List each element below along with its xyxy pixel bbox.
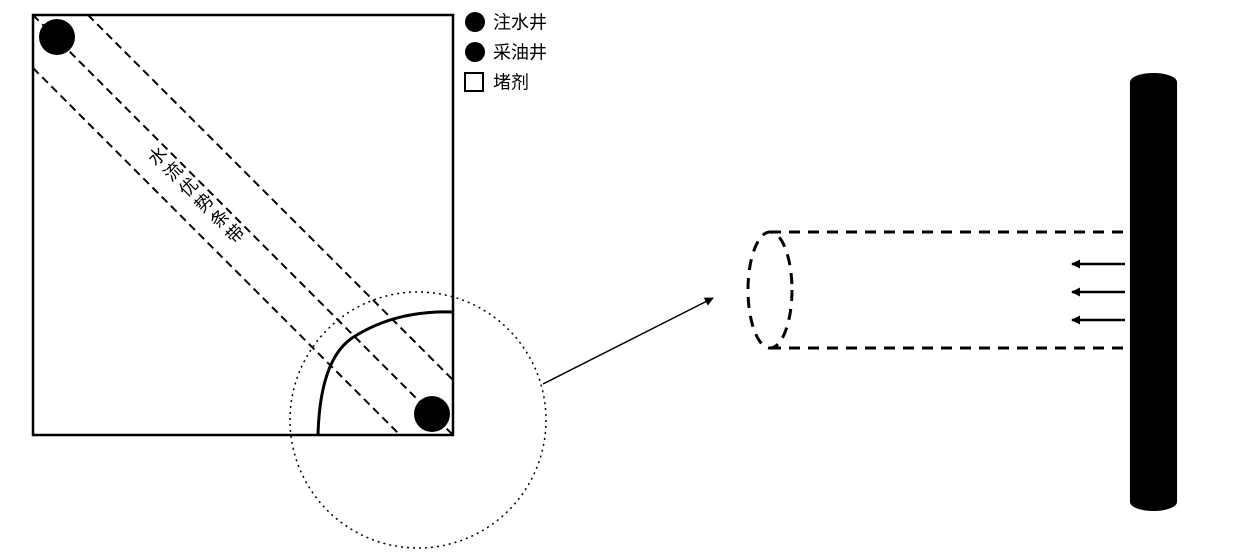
reservoir-square <box>33 15 453 435</box>
wellbore-cylinder <box>1130 73 1177 511</box>
production-well-dot <box>414 396 450 432</box>
zoom-connector-arrow <box>543 298 713 384</box>
inflow-arrows <box>1072 264 1125 320</box>
legend: 注水井采油井堵剂 <box>465 12 547 92</box>
legend-label: 堵剂 <box>493 72 529 92</box>
injection-well-dot <box>39 19 75 55</box>
plug-disk-outline <box>748 232 1130 348</box>
legend-dot-icon <box>465 42 485 62</box>
svg-text:水流优势条带: 水流优势条带 <box>143 143 251 251</box>
flow-band <box>33 15 453 435</box>
legend-label: 注水井 <box>493 12 547 32</box>
legend-label: 采油井 <box>493 42 547 62</box>
flow-band-label: 水流优势条带 <box>143 143 251 251</box>
legend-square-icon <box>465 73 483 91</box>
legend-dot-icon <box>465 12 485 32</box>
